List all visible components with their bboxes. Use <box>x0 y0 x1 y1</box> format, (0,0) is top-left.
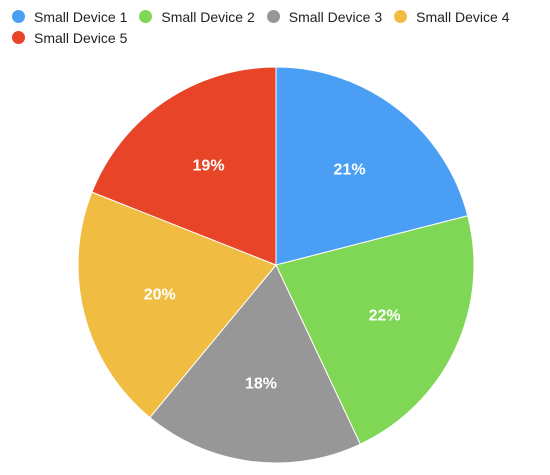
legend-swatch <box>12 31 25 44</box>
pie-slice-small-device-5[interactable] <box>91 66 277 266</box>
slice-label-small-device-4: 20% <box>144 286 176 303</box>
legend-swatch <box>12 10 25 23</box>
legend-label: Small Device 2 <box>161 8 255 25</box>
slice-label-small-device-3: 18% <box>245 376 277 393</box>
legend-item-small-device-3[interactable]: Small Device 3 <box>266 8 383 25</box>
legend-label: Small Device 1 <box>34 8 128 25</box>
pie-slice-small-device-2[interactable] <box>275 215 475 445</box>
legend-item-small-device-1[interactable]: Small Device 1 <box>12 8 128 25</box>
legend-swatch <box>394 10 408 23</box>
legend-label: Small Device 4 <box>416 8 510 25</box>
legend-swatch <box>139 10 153 23</box>
slice-label-small-device-2: 22% <box>369 308 401 325</box>
legend-label: Small Device 3 <box>288 8 383 25</box>
slice-label-small-device-5: 19% <box>193 157 225 174</box>
legend-item-small-device-5[interactable]: Small Device 5 <box>12 29 128 46</box>
legend-label: Small Device 5 <box>34 29 128 46</box>
legend: Small Device 1 Small Device 2 Small Devi… <box>12 8 542 46</box>
legend-item-small-device-4[interactable]: Small Device 4 <box>394 8 510 25</box>
pie-slice-small-device-3[interactable] <box>149 264 361 464</box>
legend-swatch <box>266 10 280 23</box>
slice-label-small-device-1: 21% <box>334 162 366 179</box>
pie-slice-small-device-1[interactable] <box>275 66 469 266</box>
pie-slice-small-device-4[interactable] <box>77 191 277 419</box>
legend-item-small-device-2[interactable]: Small Device 2 <box>139 8 255 25</box>
